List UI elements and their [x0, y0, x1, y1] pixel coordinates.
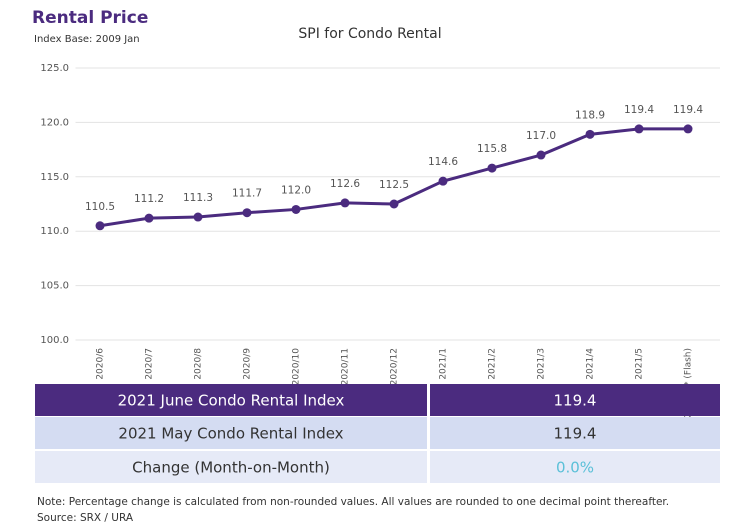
row-value: 0.0% — [556, 459, 594, 477]
table-cell — [430, 384, 720, 416]
page-subtitle: Index Base: 2009 Jan — [34, 34, 140, 45]
x-tick-label: 2020/10 — [292, 348, 302, 386]
x-tick-label: 2020/12 — [390, 348, 400, 385]
point — [95, 221, 105, 231]
point — [144, 213, 154, 223]
data-label: 114.6 — [428, 156, 458, 168]
x-tick-label: 2020/9 — [243, 348, 253, 380]
x-tick-label: 2020/6 — [96, 348, 106, 380]
point — [683, 124, 693, 134]
y-tick-label: 100.0 — [40, 335, 69, 346]
row-value: 119.4 — [554, 425, 597, 443]
row-label: 2021 May Condo Rental Index — [118, 425, 343, 443]
x-tick-label: 2021/4 — [586, 348, 596, 380]
data-label: 112.5 — [379, 179, 409, 191]
table-cell — [35, 417, 427, 449]
x-tick-label: 2020/11 — [341, 348, 351, 385]
data-label: 118.9 — [575, 109, 605, 121]
point — [487, 163, 497, 173]
table-cell — [35, 384, 427, 416]
x-tick-label: 2021/2 — [488, 348, 498, 380]
note: Note: Percentage change is calculated fr… — [37, 496, 669, 508]
x-tick-label: 2020/8 — [194, 348, 204, 380]
x-tick-label: 2021/5 — [635, 348, 645, 380]
table-cell — [430, 417, 720, 449]
point — [291, 204, 301, 214]
point — [438, 176, 448, 186]
data-label: 111.2 — [134, 193, 164, 205]
data-label: 110.5 — [85, 201, 115, 213]
page-title: Rental Price — [32, 8, 148, 28]
x-tick-label: 2021/3 — [537, 348, 547, 380]
data-label: 115.8 — [477, 143, 507, 155]
data-label: 119.4 — [673, 104, 703, 116]
y-tick-label: 110.0 — [40, 226, 69, 237]
y-tick-label: 125.0 — [40, 63, 69, 74]
row-label: 2021 June Condo Rental Index — [118, 392, 345, 410]
table-cell — [35, 451, 427, 483]
x-tick-label: 2021/6* (Flash) — [684, 348, 694, 418]
point — [242, 208, 252, 218]
y-tick-label: 120.0 — [40, 117, 69, 128]
point — [340, 198, 350, 208]
source: Source: SRX / URA — [37, 512, 134, 524]
chart-title: SPI for Condo Rental — [298, 26, 441, 42]
data-label: 112.0 — [281, 184, 311, 196]
table-cell — [430, 451, 720, 483]
data-label: 112.6 — [330, 178, 360, 190]
data-label: 119.4 — [624, 104, 654, 116]
x-tick-label: 2021/1 — [439, 348, 449, 380]
point — [634, 124, 644, 134]
row-value: 119.4 — [554, 392, 597, 410]
point — [193, 212, 203, 222]
row-label: Change (Month-on-Month) — [132, 459, 330, 477]
data-label: 117.0 — [526, 130, 556, 142]
y-tick-label: 115.0 — [40, 172, 69, 183]
data-label: 111.3 — [183, 192, 213, 204]
point — [389, 199, 399, 209]
x-tick-label: 2020/7 — [145, 348, 155, 380]
point — [536, 150, 546, 160]
line — [99, 127, 688, 228]
data-label: 111.7 — [232, 188, 262, 200]
point — [585, 129, 595, 139]
y-tick-label: 105.0 — [40, 281, 69, 292]
